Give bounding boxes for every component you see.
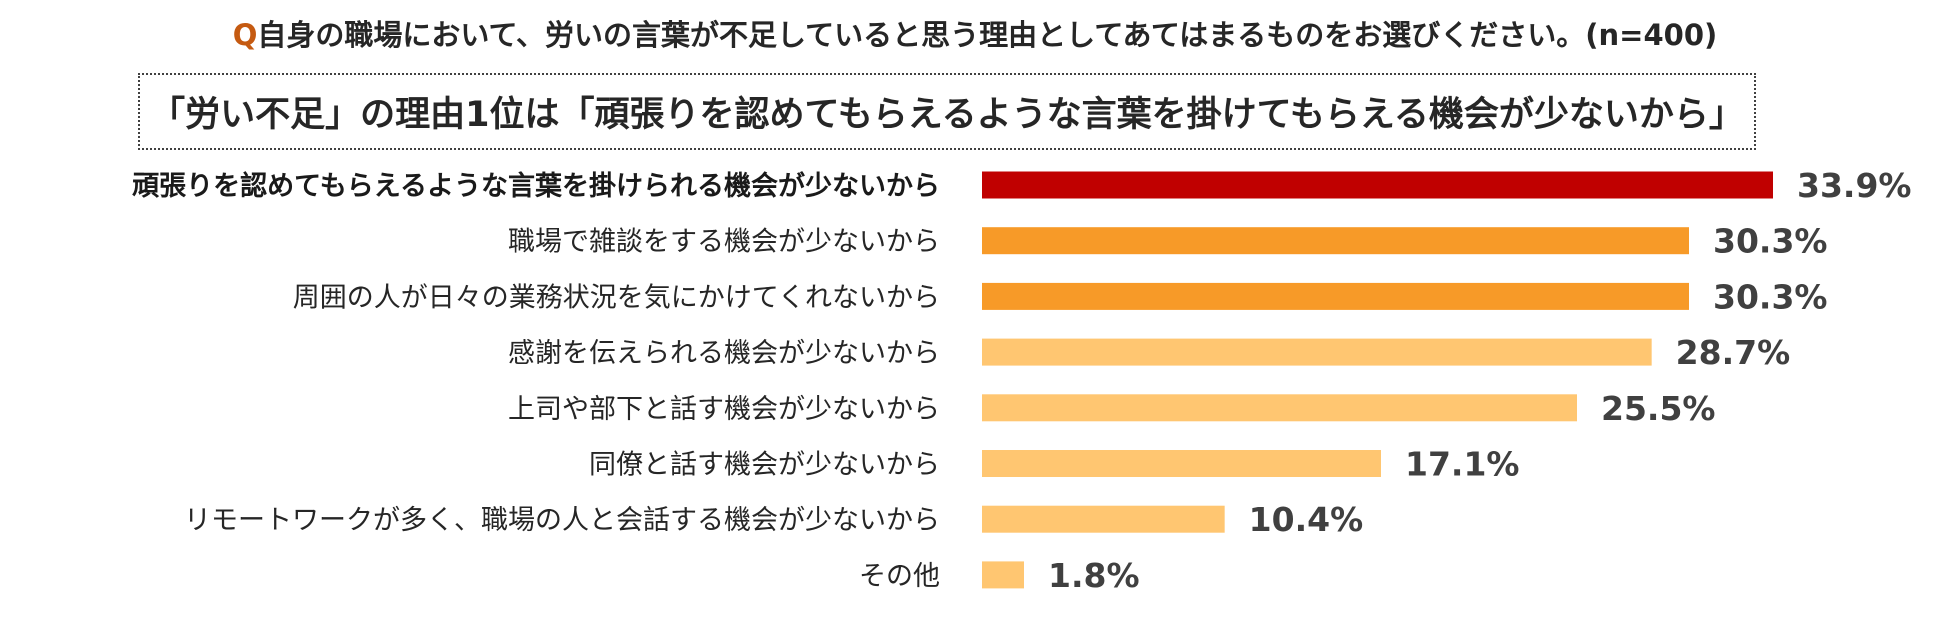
category-label-8: その他 (859, 561, 940, 592)
value-label-6: 17.1% (1405, 445, 1520, 484)
category-label-7: リモートワークが多く、職場の人と会話する機会が少ないから (184, 505, 940, 536)
bar-5 (982, 394, 1577, 422)
value-label-2: 30.3% (1713, 222, 1828, 261)
value-label-4: 28.7% (1676, 333, 1791, 372)
headline-box: 「労い不足」の理由1位は「頑張りを認めてもらえるような言葉を掛けてもらえる機会が… (138, 73, 1756, 150)
value-label-5: 25.5% (1601, 389, 1716, 428)
bar-6 (982, 450, 1381, 477)
headline-text: 「労い不足」の理由1位は「頑張りを認めてもらえるような言葉を掛けてもらえる機会が… (150, 95, 1744, 135)
bar-3 (982, 282, 1689, 310)
question-body: 自身の職場において、労いの言葉が不足していると思う理由としてあてはまるものをお選… (257, 18, 1718, 52)
bar-7 (982, 505, 1225, 533)
bars-layer: 頑張りを認めてもらえるような言葉を掛けられる機会が少ないから 33.9% 職場で雑談… (132, 166, 1911, 595)
value-label-1: 33.9% (1797, 166, 1912, 205)
category-label-1: 頑張りを認めてもらえるような言葉を掛けられる機会が少ないから (132, 170, 940, 202)
category-label-4: 感謝を伝えられる機会が少ないから (508, 338, 940, 369)
question-text: Q自身の職場において、労いの言葉が不足していると思う理由としてあてはまるものをお… (0, 12, 1950, 54)
bar-4 (982, 338, 1652, 366)
category-label-5: 上司や部下と話す機会が少ないから (508, 394, 940, 425)
value-label-8: 1.8% (1048, 556, 1140, 595)
category-label-3: 周囲の人が日々の業務状況を気にかけてくれないから (293, 282, 940, 313)
question-prefix: Q (232, 18, 258, 52)
category-label-2: 職場で雑談をする機会が少ないから (508, 227, 940, 258)
bar-2 (982, 227, 1689, 255)
bar-8 (982, 561, 1024, 589)
category-label-6: 同僚と話す機会が少ないから (589, 450, 940, 481)
value-label-7: 10.4% (1249, 500, 1364, 539)
value-label-3: 30.3% (1713, 277, 1828, 316)
bar-1 (982, 171, 1773, 199)
